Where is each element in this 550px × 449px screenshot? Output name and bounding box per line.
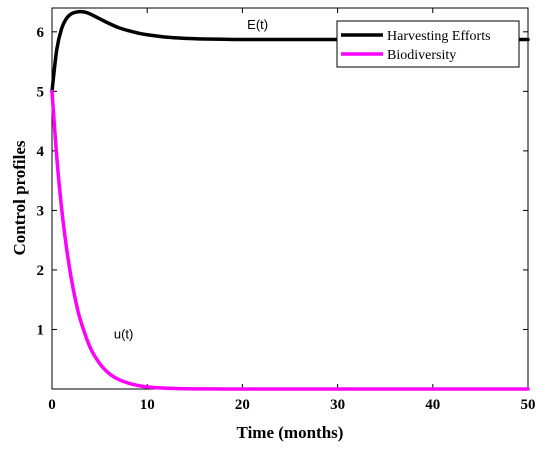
x-axis-title: Time (months) [237, 423, 344, 442]
legend: Harvesting Efforts Biodiversity [336, 20, 520, 68]
series-lines [50, 9, 530, 391]
y-tick-label: 4 [37, 144, 45, 160]
y-axis-title: Control profiles [10, 140, 29, 255]
annotations: E(t) u(t) [114, 17, 268, 342]
annotation-label: E(t) [247, 17, 268, 32]
y-tick-label: 5 [37, 84, 45, 100]
series-line-0 [50, 9, 530, 94]
x-tick-label: 50 [521, 397, 536, 413]
x-tick-label: 40 [425, 397, 440, 413]
ticks: 0 10 20 30 40 50 1 2 3 4 5 6 [37, 8, 536, 413]
annotation-label: u(t) [114, 326, 134, 341]
y-tick-label: 2 [37, 263, 45, 279]
x-tick-label: 0 [48, 397, 56, 413]
y-tick-label: 1 [37, 322, 45, 338]
legend-box [336, 20, 520, 68]
x-tick-label: 10 [140, 397, 155, 413]
legend-label: Harvesting Efforts [387, 29, 491, 44]
x-tick-label: 20 [235, 397, 250, 413]
legend-label: Biodiversity [387, 48, 456, 63]
y-tick-label: 3 [37, 203, 45, 219]
series-line-1 [50, 89, 530, 391]
x-tick-label: 30 [330, 397, 345, 413]
y-tick-label: 6 [37, 25, 45, 41]
